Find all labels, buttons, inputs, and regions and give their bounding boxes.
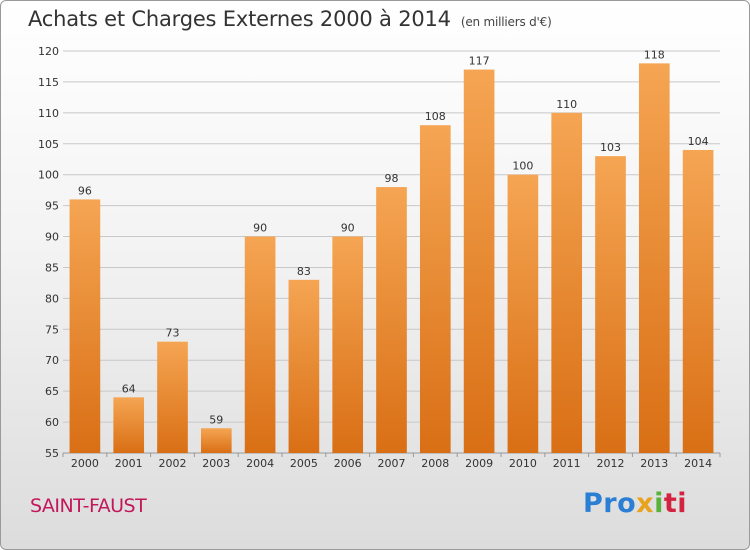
data-label: 100 [512, 160, 533, 173]
x-tick-label: 2013 [640, 457, 668, 470]
logo-part-1: Pro [583, 488, 637, 519]
y-tick-label: 90 [45, 231, 59, 244]
bar-2006 [332, 236, 364, 453]
y-tick-label: 85 [45, 261, 59, 274]
bar-2007 [376, 187, 407, 454]
x-tick-label: 2011 [553, 457, 581, 470]
x-tick-label: 2012 [597, 457, 625, 470]
data-label: 110 [556, 98, 577, 111]
x-tick-label: 2001 [115, 457, 143, 470]
bar-2000 [69, 199, 101, 453]
bar-2002 [157, 341, 188, 453]
y-tick-label: 95 [45, 200, 59, 213]
commune-name: SAINT-FAUST [30, 495, 147, 517]
y-tick-label: 105 [38, 138, 59, 151]
logo-part-3: i [654, 488, 664, 519]
x-tick-label: 2009 [465, 457, 493, 470]
x-tick-label: 2007 [378, 457, 406, 470]
x-tick-label: 2010 [509, 457, 537, 470]
y-tick-label: 115 [38, 76, 59, 89]
data-label: 103 [600, 141, 621, 154]
bar-2013 [638, 63, 670, 453]
bar-2014 [682, 149, 714, 453]
bar-2003 [200, 428, 232, 453]
bar-2010 [507, 174, 539, 453]
data-label: 104 [688, 135, 709, 148]
bar-2001 [113, 397, 145, 453]
logo-part-2: x [636, 488, 655, 519]
data-label: 64 [122, 382, 136, 395]
data-label: 90 [341, 222, 355, 235]
x-tick-label: 2003 [202, 457, 230, 470]
y-tick-label: 70 [45, 354, 59, 367]
x-tick-label: 2004 [246, 457, 274, 470]
y-tick-label: 60 [45, 416, 59, 429]
chart-title: Achats et Charges Externes 2000 à 2014 (e… [28, 7, 552, 31]
y-tick-label: 120 [38, 45, 59, 58]
x-tick-label: 2014 [684, 457, 712, 470]
y-tick-label: 110 [38, 107, 59, 120]
y-tick-label: 55 [45, 447, 59, 460]
bar-2009 [463, 69, 495, 454]
chart-subtitle: (en milliers d'€) [460, 15, 552, 29]
logo-part-4: ti [663, 488, 688, 519]
proxiti-logo[interactable]: Proxiti [583, 488, 687, 519]
data-label: 117 [469, 55, 490, 68]
y-tick-label: 100 [38, 169, 59, 182]
chart-title-text: Achats et Charges Externes 2000 à 2014 [28, 7, 451, 31]
bar-2005 [288, 279, 320, 453]
data-label: 108 [425, 110, 446, 123]
data-label: 83 [297, 265, 311, 278]
bar-2012 [595, 156, 626, 453]
x-tick-label: 2006 [334, 457, 362, 470]
data-label: 73 [166, 327, 180, 340]
x-tick-label: 2002 [159, 457, 187, 470]
bar-2011 [551, 112, 583, 453]
x-tick-label: 2008 [421, 457, 449, 470]
data-label: 98 [385, 172, 399, 185]
y-tick-label: 80 [45, 292, 59, 305]
data-label: 90 [253, 222, 267, 235]
x-tick-label: 2000 [71, 457, 99, 470]
y-tick-label: 65 [45, 385, 59, 398]
bar-2008 [419, 125, 451, 453]
x-tick-label: 2005 [290, 457, 318, 470]
data-label: 59 [209, 413, 223, 426]
y-tick-label: 75 [45, 323, 59, 336]
data-label: 96 [78, 184, 92, 197]
bar-2004 [244, 236, 276, 453]
data-label: 118 [644, 48, 665, 61]
